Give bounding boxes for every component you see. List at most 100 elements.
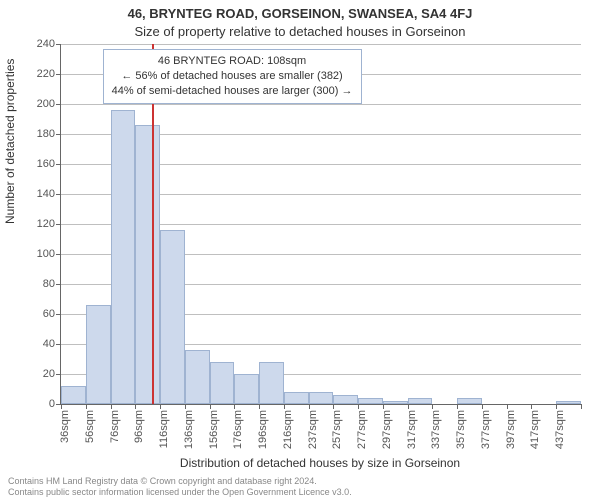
y-tick-label: 20 (43, 368, 55, 380)
gridline (61, 104, 581, 105)
footer-line1: Contains HM Land Registry data © Crown c… (8, 476, 352, 487)
x-tick-mark (210, 404, 211, 409)
y-tick-mark (56, 104, 61, 105)
x-tick-mark (333, 404, 334, 409)
x-tick-mark (432, 404, 433, 409)
annotation-line: 44% of semi-detached houses are larger (… (112, 84, 353, 99)
x-tick-mark (383, 404, 384, 409)
x-tick-label: 136sqm (183, 410, 195, 449)
x-tick-mark (61, 404, 62, 409)
histogram-bar (86, 305, 111, 404)
histogram-bar (185, 350, 210, 404)
x-tick-mark (457, 404, 458, 409)
y-tick-mark (56, 194, 61, 195)
y-tick-mark (56, 224, 61, 225)
gridline (61, 44, 581, 45)
y-tick-label: 180 (37, 128, 55, 140)
x-tick-mark (309, 404, 310, 409)
histogram-bar (135, 125, 160, 404)
y-tick-mark (56, 44, 61, 45)
x-tick-label: 397sqm (505, 410, 517, 449)
histogram-bar (234, 374, 259, 404)
histogram-bar (284, 392, 309, 404)
histogram-bar (482, 404, 507, 405)
histogram-bar (111, 110, 136, 404)
histogram-bar (457, 398, 482, 404)
x-tick-mark (531, 404, 532, 409)
histogram-bar (358, 398, 383, 404)
y-tick-mark (56, 344, 61, 345)
histogram-bar (507, 404, 532, 405)
y-tick-label: 120 (37, 218, 55, 230)
x-tick-mark (135, 404, 136, 409)
plot-area: 02040608010012014016018020022024036sqm56… (60, 44, 581, 405)
x-tick-label: 96sqm (133, 410, 145, 443)
x-tick-mark (86, 404, 87, 409)
x-tick-label: 216sqm (282, 410, 294, 449)
x-tick-mark (111, 404, 112, 409)
y-axis-label: Number of detached properties (3, 59, 17, 224)
y-tick-label: 80 (43, 278, 55, 290)
histogram-bar (531, 404, 556, 405)
histogram-bar (309, 392, 334, 404)
x-tick-label: 257sqm (331, 410, 343, 449)
x-tick-mark (160, 404, 161, 409)
y-tick-label: 0 (49, 398, 55, 410)
histogram-bar (210, 362, 235, 404)
x-tick-label: 377sqm (480, 410, 492, 449)
footer-attribution: Contains HM Land Registry data © Crown c… (8, 476, 352, 498)
chart-container: 46, BRYNTEG ROAD, GORSEINON, SWANSEA, SA… (0, 0, 600, 500)
y-tick-mark (56, 134, 61, 135)
annotation-box: 46 BRYNTEG ROAD: 108sqm← 56% of detached… (103, 49, 362, 104)
y-tick-mark (56, 74, 61, 75)
y-tick-mark (56, 374, 61, 375)
footer-line2: Contains public sector information licen… (8, 487, 352, 498)
x-tick-label: 297sqm (381, 410, 393, 449)
x-tick-mark (556, 404, 557, 409)
y-tick-label: 140 (37, 188, 55, 200)
x-tick-mark (408, 404, 409, 409)
y-tick-label: 200 (37, 98, 55, 110)
x-tick-mark (482, 404, 483, 409)
x-tick-mark (284, 404, 285, 409)
y-tick-label: 160 (37, 158, 55, 170)
chart-title-line2: Size of property relative to detached ho… (0, 24, 600, 39)
histogram-bar (333, 395, 358, 404)
y-tick-mark (56, 284, 61, 285)
x-tick-label: 176sqm (232, 410, 244, 449)
y-tick-label: 60 (43, 308, 55, 320)
x-tick-mark (581, 404, 582, 409)
y-tick-mark (56, 164, 61, 165)
x-tick-label: 417sqm (529, 410, 541, 449)
y-tick-label: 220 (37, 68, 55, 80)
x-tick-mark (259, 404, 260, 409)
x-tick-label: 337sqm (430, 410, 442, 449)
histogram-bar (408, 398, 433, 404)
x-tick-label: 116sqm (158, 410, 170, 448)
x-tick-label: 437sqm (554, 410, 566, 449)
histogram-bar (61, 386, 86, 404)
y-tick-mark (56, 314, 61, 315)
y-tick-label: 40 (43, 338, 55, 350)
x-tick-label: 56sqm (84, 410, 96, 443)
chart-title-line1: 46, BRYNTEG ROAD, GORSEINON, SWANSEA, SA… (0, 6, 600, 21)
histogram-bar (383, 401, 408, 404)
annotation-line: ← 56% of detached houses are smaller (38… (112, 69, 353, 84)
histogram-bar (432, 404, 457, 405)
x-tick-label: 156sqm (208, 410, 220, 449)
x-tick-label: 357sqm (455, 410, 467, 449)
histogram-bar (259, 362, 284, 404)
y-tick-mark (56, 254, 61, 255)
x-tick-label: 277sqm (356, 410, 368, 449)
x-tick-label: 317sqm (406, 410, 418, 449)
x-tick-label: 196sqm (257, 410, 269, 449)
x-tick-label: 76sqm (109, 410, 121, 443)
x-tick-mark (234, 404, 235, 409)
x-axis-label: Distribution of detached houses by size … (60, 456, 580, 470)
x-tick-mark (185, 404, 186, 409)
histogram-bar (160, 230, 185, 404)
histogram-bar (556, 401, 581, 404)
x-tick-label: 36sqm (59, 410, 71, 443)
x-tick-mark (358, 404, 359, 409)
x-tick-label: 237sqm (307, 410, 319, 449)
